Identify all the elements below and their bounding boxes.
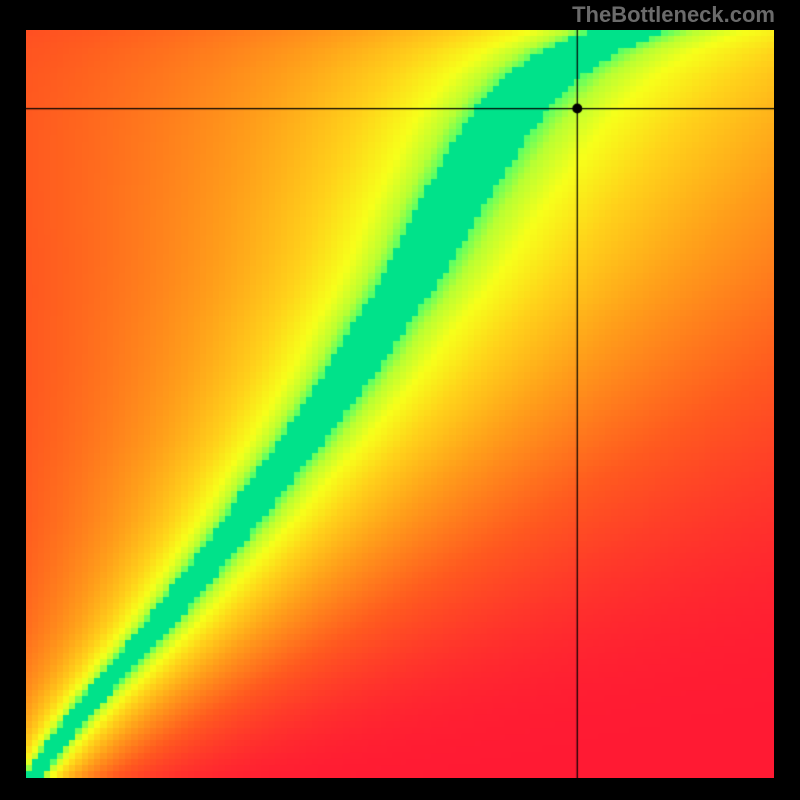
- watermark-label: TheBottleneck.com: [572, 2, 775, 28]
- heatmap-plot: [26, 30, 774, 778]
